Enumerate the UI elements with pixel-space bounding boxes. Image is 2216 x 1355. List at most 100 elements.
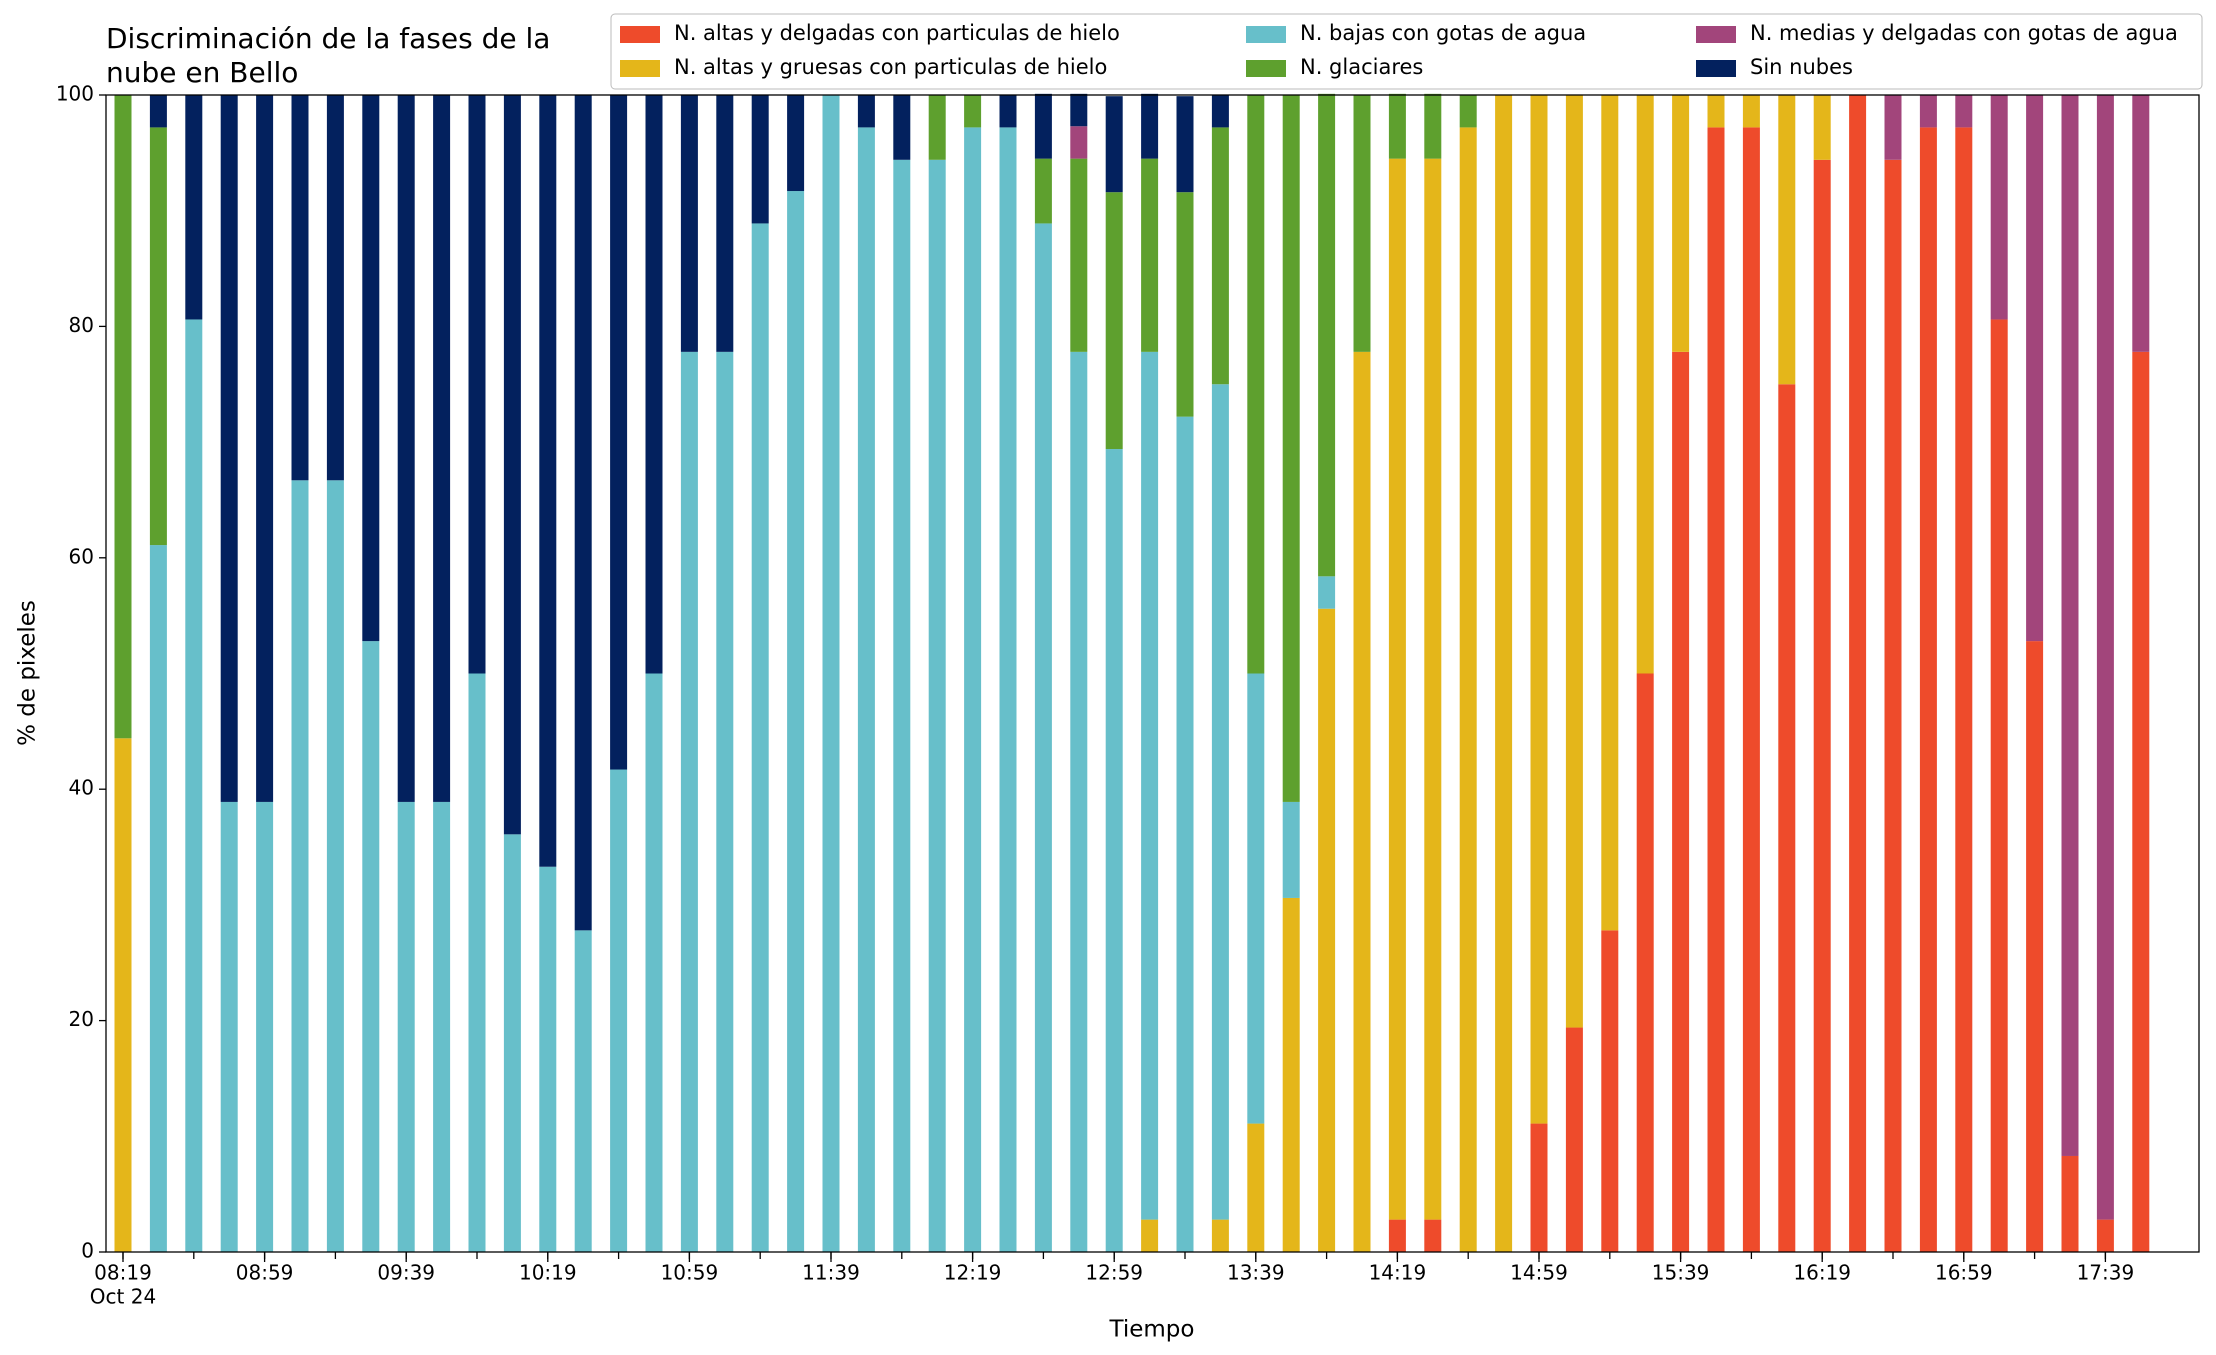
bar-segment [1211,384,1229,1220]
bar-segment [1141,1219,1159,1252]
legend-swatch [1246,26,1286,43]
bar-segment [1813,95,1831,160]
bar-segment [1530,95,1548,1124]
bar-segment [1707,95,1725,128]
bar-segment [114,738,132,1252]
bar-segment [822,95,840,1252]
bar-segment [751,95,769,224]
bar-segment [680,95,698,352]
x-date-label: Oct 24 [90,1285,156,1309]
bar-segment [787,95,805,192]
bar-segment [645,95,663,674]
x-axis-label: Tiempo [1109,1317,1195,1343]
bar-segment [1672,95,1690,352]
bar-segment [220,801,238,1252]
bar-segment [610,95,628,770]
y-tick-label: 100 [56,82,94,106]
bar-segment [928,159,946,1253]
bar-segment [185,319,203,1252]
bar-segment [1141,351,1159,1220]
bar-segment [1388,93,1406,159]
bar-segment [149,127,167,546]
chart-title: nube en Bello [106,56,298,89]
x-tick-label: 12:19 [944,1261,1002,1285]
bar-segment [1282,801,1300,898]
legend-swatch [1696,26,1736,43]
bar-segment [291,480,309,1252]
legend-swatch [620,26,660,43]
bar-segment [397,801,415,1252]
bar-segment [1778,95,1796,385]
bar-segment [433,801,451,1252]
legend-label: N. altas y delgadas con particulas de hi… [674,21,1120,45]
bar-segment [1211,127,1229,385]
bar-segment [1176,96,1194,193]
bar-segment [1282,95,1300,802]
bar-segment [326,480,344,1252]
bar-segment [1565,95,1583,1028]
plot-frame [105,94,2200,1253]
y-axis-label: % de pixeles [15,600,41,746]
bar-segment [574,930,592,1252]
bar-segment [1459,95,1477,128]
bar-segment [1353,351,1371,1252]
x-tick-label: 08:59 [236,1261,294,1285]
bar-segment [362,641,380,1252]
bar-segment [751,223,769,1252]
bar-segment [645,673,663,1252]
bar-segment [1353,95,1371,352]
x-tick-label: 13:39 [1227,1261,1285,1285]
bar-segment [1707,127,1725,1252]
bar-segment [680,351,698,1252]
x-tick-label: 09:39 [377,1261,435,1285]
bar-segment [1955,95,1973,128]
bar-segment [1919,95,1937,128]
bar-segment [1601,930,1619,1252]
bar-segment [1070,158,1088,352]
bar-segment [1034,223,1052,1252]
legend-label: N. glaciares [1300,55,1423,79]
legend-label: N. altas y gruesas con particulas de hie… [674,55,1107,79]
bar-segment [1990,319,2008,1252]
bar-segment [1070,351,1088,1252]
bar-segment [893,95,911,160]
legend-swatch [1246,60,1286,77]
bar-segment [893,159,911,1253]
legend-swatch [620,60,660,77]
bar-segment [857,95,875,128]
x-tick-label: 17:39 [2077,1261,2135,1285]
bar-segment [220,95,238,802]
bar-segment [1742,127,1760,1252]
legend-label: Sin nubes [1750,55,1853,79]
bar-segment [1813,159,1831,1253]
bar-segment [433,95,451,802]
bar-segment [539,95,557,867]
bar-segment [1070,126,1088,159]
bar-segment [291,95,309,481]
bar-segment [503,95,521,835]
bar-segment [1955,127,1973,1252]
bar-segment [1176,416,1194,1252]
bar-segment [2096,95,2114,1220]
bar-segment [1247,95,1265,674]
y-tick-label: 40 [69,776,94,800]
bar-segment [1672,351,1690,1252]
bar-segment [574,95,592,931]
bar-segment [1318,608,1336,1252]
chart-title: Discriminación de la fases de la [106,22,550,55]
bar-segment [2061,1155,2079,1252]
bar-segment [1530,1123,1548,1252]
legend-swatch [1696,60,1736,77]
bar-segment [964,127,982,1252]
bar-segment [610,769,628,1252]
x-tick-label: 10:59 [661,1261,719,1285]
bar-segment [1034,158,1052,224]
bar-segment [999,127,1017,1252]
bar-segment [928,95,946,160]
bar-segment [1211,95,1229,128]
bar-segment [1318,576,1336,609]
bar-segment [185,95,203,320]
bar-segment [149,545,167,1252]
bar-segment [2096,1219,2114,1252]
